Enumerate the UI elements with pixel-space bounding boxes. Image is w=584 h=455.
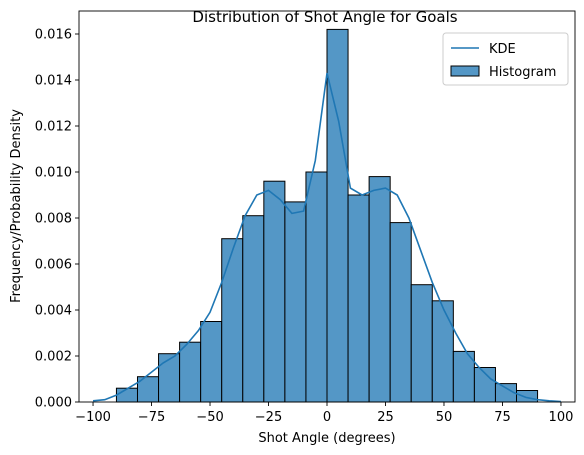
histogram-bar: [389, 222, 412, 403]
y-tick-label: 0.016: [35, 28, 72, 43]
histogram-bar: [305, 171, 328, 403]
x-tick-label: −50: [196, 410, 223, 425]
legend: KDE Histogram: [442, 32, 569, 86]
y-tick-label: 0.012: [35, 120, 72, 135]
x-tick-label: 25: [377, 410, 394, 425]
histogram-bar: [410, 284, 433, 403]
histogram-bar: [115, 387, 138, 403]
legend-histogram-label: Histogram: [489, 65, 556, 80]
histogram-bars: [115, 28, 539, 403]
x-tick-label: 75: [494, 410, 511, 425]
histogram-bar: [179, 341, 202, 403]
histogram-bar: [516, 390, 539, 403]
histogram-bar: [200, 321, 223, 403]
histogram-bar: [242, 215, 265, 403]
legend-histogram-swatch: [450, 65, 480, 77]
x-tick-label: 100: [549, 410, 574, 425]
histogram-bar: [221, 238, 244, 403]
x-axis-title: Shot Angle (degrees): [258, 431, 395, 446]
histogram-bar: [347, 194, 370, 403]
x-tick-label: −100: [75, 410, 111, 425]
y-tick-label: 0.008: [35, 212, 72, 227]
histogram-bar: [158, 353, 181, 403]
histogram-bar: [431, 300, 454, 403]
histogram-bar: [284, 201, 307, 403]
x-tick-label: −75: [138, 410, 165, 425]
y-tick-label: 0.006: [35, 258, 72, 273]
x-axis: −100 −75 −50 −25 0 25 50 75 100: [75, 402, 573, 425]
x-tick-label: 0: [323, 410, 331, 425]
histogram-bar: [263, 180, 286, 403]
y-tick-label: 0.010: [35, 166, 72, 181]
kde-line: [92, 72, 562, 403]
x-tick-label: −25: [255, 410, 282, 425]
x-tick-label: 50: [436, 410, 453, 425]
y-tick-label: 0.004: [35, 304, 72, 319]
legend-kde-label: KDE: [489, 42, 516, 57]
y-tick-label: 0.014: [35, 74, 72, 89]
chart-title: Distribution of Shot Angle for Goals: [192, 8, 457, 26]
histogram-bar: [368, 176, 391, 403]
y-axis: 0.000 0.002 0.004 0.006 0.008 0.010 0.012 0.014…: [35, 28, 79, 411]
y-tick-label: 0.000: [35, 396, 72, 411]
y-axis-title: Frequency/Probability Density: [9, 109, 24, 303]
y-tick-label: 0.002: [35, 350, 72, 365]
